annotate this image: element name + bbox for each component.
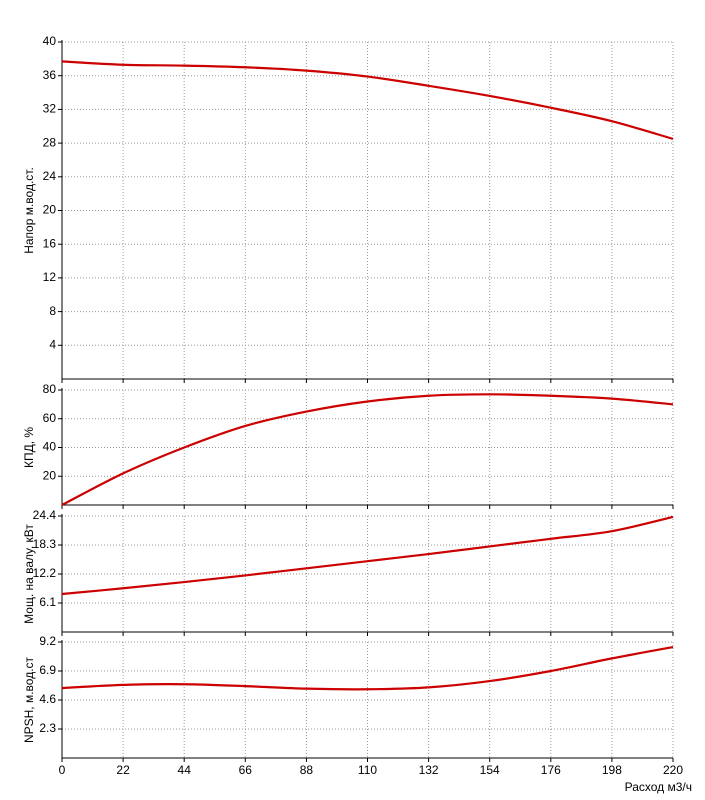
line	[61, 515, 674, 596]
y-tick-label: 20	[43, 468, 57, 482]
line	[61, 645, 674, 691]
x-tick-label: 154	[480, 763, 500, 777]
y-tick-label: 2.3	[39, 721, 56, 735]
y-tick-label: 32	[43, 102, 57, 116]
y-tick-label: 36	[43, 68, 57, 82]
y-tick-label: 28	[43, 135, 57, 149]
x-tick-label: 132	[419, 763, 439, 777]
x-tick-label: 198	[602, 763, 622, 777]
x-tick-label: 22	[116, 763, 130, 777]
y-tick-label: 20	[43, 203, 57, 217]
y-tick-label: 16	[43, 236, 57, 250]
x-tick-label: 88	[300, 763, 314, 777]
y-axis-label: Напор м.вод.ст.	[22, 167, 36, 254]
line	[61, 60, 674, 140]
y-tick-label: 12	[43, 270, 57, 284]
x-tick-label: 0	[59, 763, 66, 777]
y-tick-label: 9.2	[39, 634, 56, 648]
x-axis-label: Расход м3/ч	[625, 780, 692, 794]
y-tick-label: 4	[49, 337, 56, 351]
y-tick-label: 6.1	[39, 595, 56, 609]
y-tick-label: 12.2	[33, 566, 57, 580]
y-axis-label: КПД, %	[22, 427, 36, 468]
x-tick-label: 66	[239, 763, 253, 777]
y-tick-label: 8	[49, 304, 56, 318]
y-tick-label: 18.3	[33, 537, 57, 551]
y-axis-label: NPSH, м.вод.ст	[22, 656, 36, 743]
x-tick-label: 176	[541, 763, 561, 777]
y-tick-label: 60	[43, 411, 57, 425]
y-tick-label: 24.4	[33, 508, 57, 522]
y-tick-label: 4.6	[39, 692, 56, 706]
x-tick-label: 44	[178, 763, 192, 777]
y-tick-label: 24	[43, 169, 57, 183]
y-axis-label: Мощ. на валу, кВт	[22, 524, 36, 624]
line	[61, 393, 674, 506]
x-tick-label: 110	[358, 763, 377, 777]
y-tick-label: 80	[43, 382, 57, 396]
x-tick-label: 220	[663, 763, 683, 777]
y-tick-label: 40	[43, 34, 57, 48]
y-tick-label: 6.9	[39, 663, 56, 677]
y-tick-label: 40	[43, 440, 57, 454]
